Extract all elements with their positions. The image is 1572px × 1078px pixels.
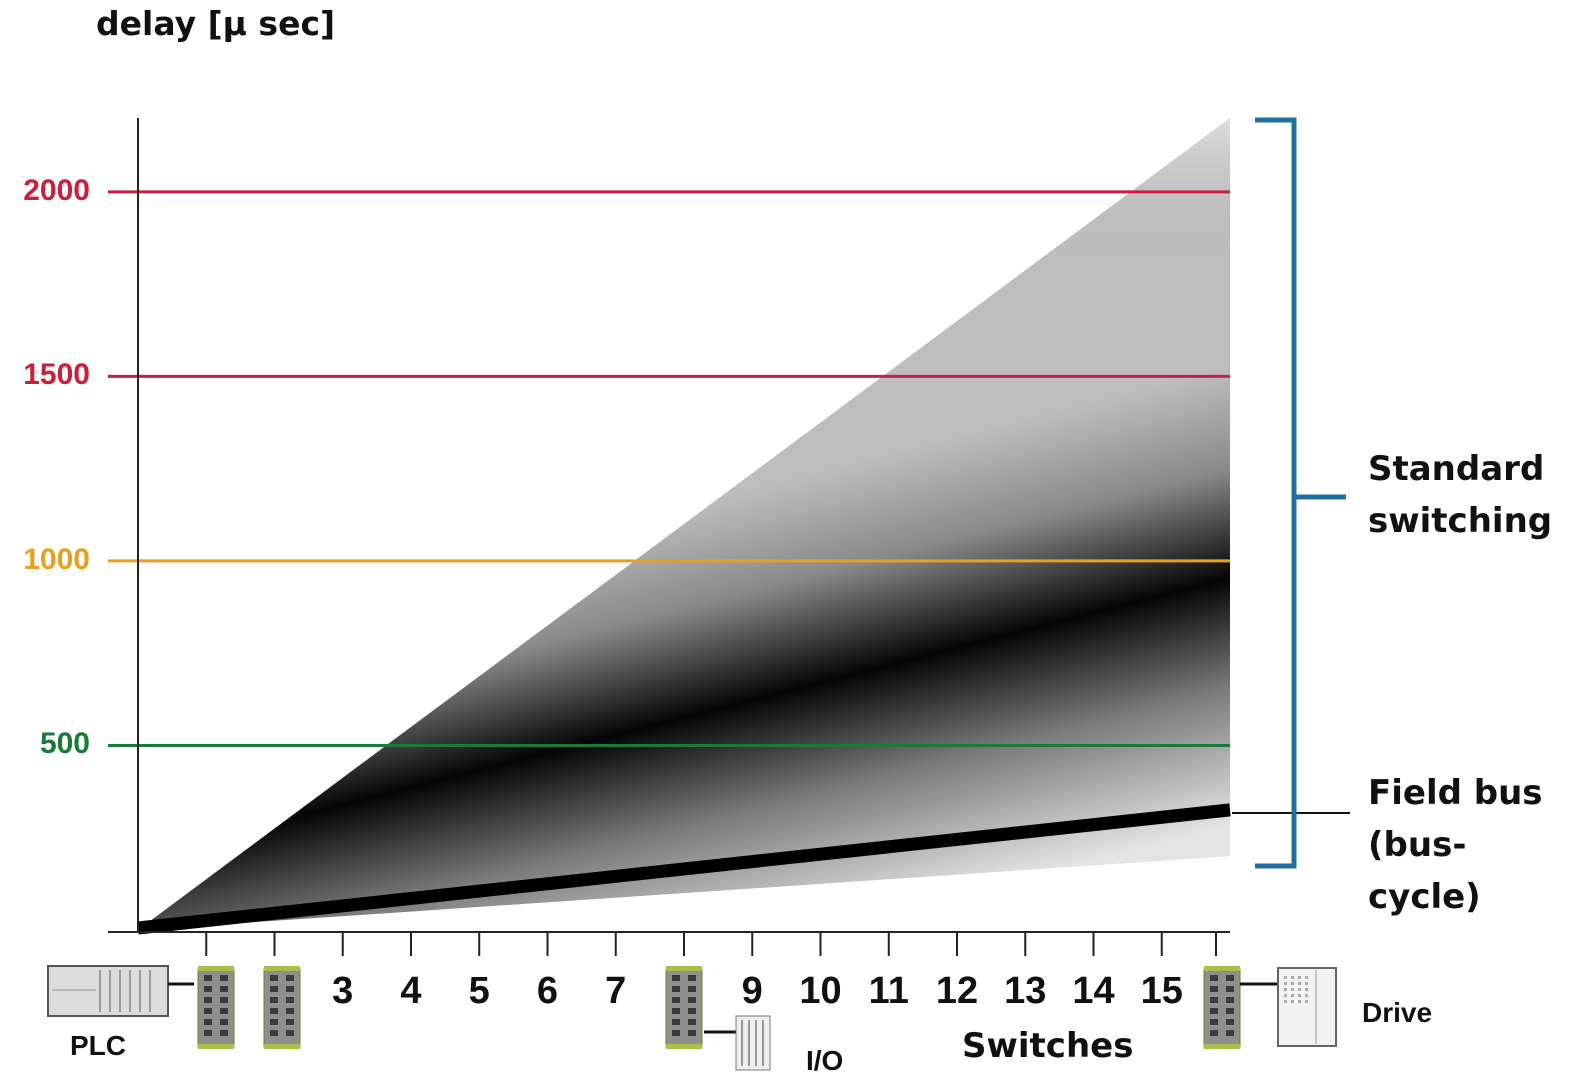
y-tick-label-500: 500	[39, 727, 90, 761]
x-tick-label-13: 13	[1004, 970, 1047, 1012]
plc-illustration	[47, 965, 194, 1017]
field-bus-line1: Field bus	[1368, 773, 1543, 813]
x-tick-label-3: 3	[332, 970, 354, 1012]
y-axis-title: delay [µ sec]	[96, 4, 336, 43]
x-tick-label-14: 14	[1072, 970, 1115, 1012]
threshold-lines	[108, 190, 1230, 747]
field-bus-line2: (bus-cycle)	[1368, 825, 1481, 917]
y-tick-label-1000: 1000	[23, 542, 90, 576]
field-bus-layer	[137, 803, 1350, 935]
x-tick-label-15: 15	[1140, 970, 1183, 1012]
x-tick-label-9: 9	[741, 970, 763, 1012]
drive-illustration	[1240, 967, 1337, 1047]
x-tick-label-10: 10	[799, 970, 842, 1012]
x-tick-label-7: 7	[605, 970, 627, 1012]
x-tick-label-11: 11	[868, 970, 909, 1012]
standard-switching-line1: Standard	[1368, 449, 1545, 489]
switch-16-icon	[1203, 966, 1241, 1049]
x-tick-label-12: 12	[935, 970, 979, 1012]
y-tick-label-1500: 1500	[23, 358, 90, 392]
io-illustration	[704, 1015, 771, 1071]
x-axis-title: Switches	[962, 1026, 1134, 1066]
drive-label: Drive	[1362, 997, 1433, 1028]
x-tick-label-4: 4	[400, 970, 422, 1012]
switch-8-icon	[665, 966, 703, 1049]
switch-2-icon	[263, 966, 301, 1049]
x-tick-label-6: 6	[536, 970, 559, 1012]
band-top-fade	[138, 118, 1230, 930]
plc-label: PLC	[70, 1030, 126, 1061]
axes	[108, 118, 1230, 956]
switch-1-icon	[197, 966, 235, 1049]
standard-switching-bracket	[1255, 117, 1346, 869]
io-label: I/O	[806, 1045, 844, 1076]
standard-switching-label: Standard switching	[1368, 443, 1552, 547]
y-tick-label-2000: 2000	[23, 173, 90, 207]
standard-switching-line2: switching	[1368, 501, 1553, 541]
devices	[47, 965, 1337, 1071]
standard-switching-band	[138, 118, 1230, 930]
x-tick-label-5: 5	[468, 970, 490, 1012]
field-bus-label: Field bus (bus-cycle)	[1368, 767, 1572, 923]
field-bus-line	[137, 803, 1231, 935]
bracket-shape	[1255, 117, 1297, 869]
